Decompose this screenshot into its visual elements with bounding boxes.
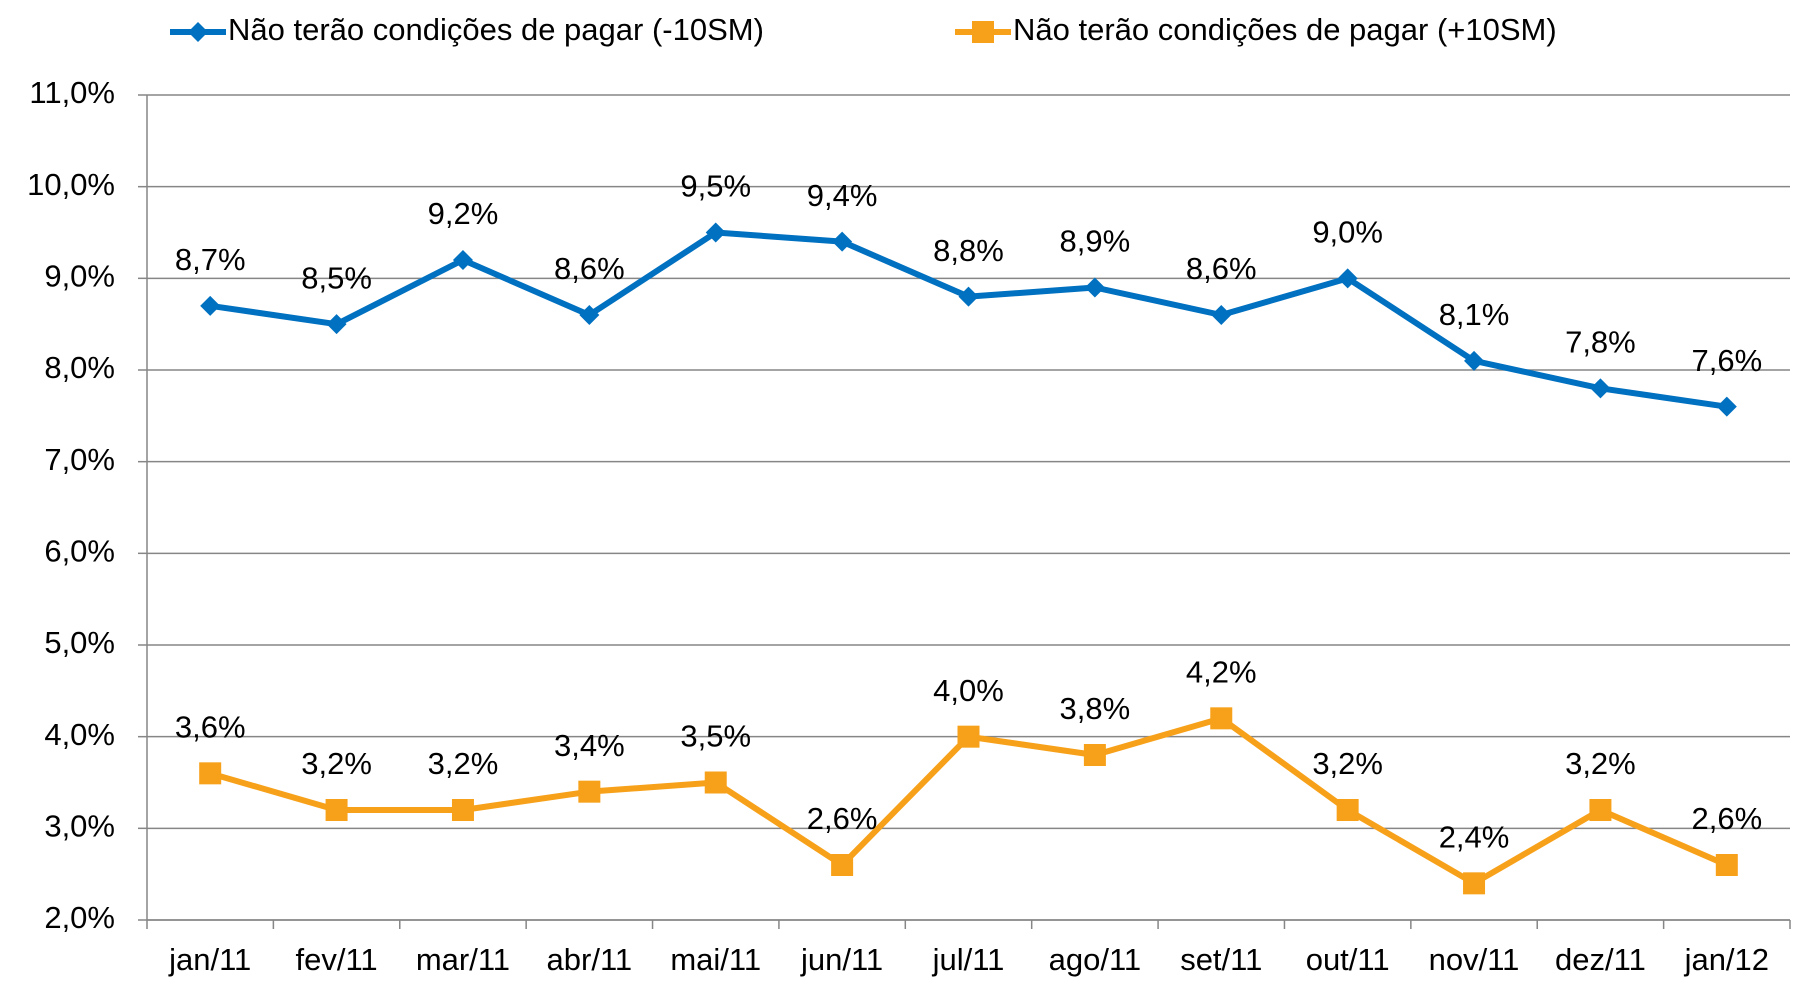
data-point: [1337, 268, 1358, 289]
data-point: [1589, 799, 1612, 821]
x-tick-label: dez/11: [1555, 942, 1646, 977]
data-point: [1590, 378, 1611, 399]
data-label: 2,4%: [1439, 820, 1510, 855]
data-label: 8,9%: [1060, 224, 1131, 259]
y-tick-label: 11,0%: [29, 75, 115, 110]
data-point: [1084, 277, 1105, 298]
x-tick-label: out/11: [1306, 942, 1390, 977]
data-point: [1464, 350, 1485, 371]
data-label: 9,2%: [428, 196, 499, 231]
data-point: [957, 725, 980, 748]
data-point: [832, 231, 853, 252]
y-tick-label: 8,0%: [44, 350, 115, 385]
y-tick-label: 4,0%: [44, 717, 115, 752]
data-label: 3,5%: [680, 719, 751, 754]
data-label: 3,2%: [1312, 746, 1383, 781]
x-tick-label: mai/11: [670, 942, 761, 977]
data-label: 9,5%: [680, 169, 751, 204]
data-point: [1336, 799, 1359, 821]
data-point: [704, 771, 727, 794]
data-label: 4,0%: [933, 673, 1004, 708]
data-point: [1211, 305, 1232, 325]
data-point: [579, 305, 600, 325]
x-tick-label: fev/11: [295, 942, 377, 977]
data-label: 8,6%: [1186, 251, 1257, 286]
legend-marker: [188, 22, 208, 42]
data-label: 3,2%: [428, 746, 499, 781]
data-label: 8,8%: [933, 233, 1004, 268]
legend-label: Não terão condições de pagar (-10SM): [228, 12, 764, 47]
y-tick-label: 7,0%: [44, 442, 115, 477]
x-tick-label: nov/11: [1429, 942, 1520, 977]
y-tick-label: 3,0%: [44, 809, 115, 844]
data-point: [1083, 744, 1106, 766]
y-tick-label: 5,0%: [44, 625, 115, 660]
data-label: 8,7%: [175, 242, 246, 277]
x-tick-label: jun/11: [800, 942, 883, 977]
x-tick-label: mar/11: [416, 942, 510, 977]
data-label: 2,6%: [807, 801, 878, 836]
x-tick-label: jan/12: [1684, 942, 1769, 977]
data-label: 4,2%: [1186, 655, 1257, 690]
data-label: 9,4%: [807, 178, 878, 213]
data-point: [199, 762, 222, 785]
data-label: 9,0%: [1312, 215, 1383, 250]
data-point: [1716, 396, 1737, 417]
data-point: [1210, 707, 1233, 730]
y-tick-label: 9,0%: [44, 259, 115, 294]
x-tick-label: abr/11: [547, 942, 633, 977]
legend-marker: [972, 21, 994, 43]
data-point: [452, 250, 473, 270]
data-label: 7,6%: [1691, 343, 1762, 378]
data-label: 3,2%: [1565, 746, 1636, 781]
data-point: [958, 286, 979, 307]
x-tick-label: jul/11: [932, 942, 1005, 977]
data-label: 3,6%: [175, 710, 246, 745]
y-tick-label: 10,0%: [27, 167, 115, 202]
x-tick-label: set/11: [1180, 942, 1262, 977]
data-point: [326, 314, 347, 335]
data-label: 8,1%: [1439, 297, 1510, 332]
legend-label: Não terão condições de pagar (+10SM): [1013, 12, 1557, 47]
data-point: [705, 222, 726, 243]
y-tick-label: 6,0%: [44, 534, 115, 569]
data-point: [451, 799, 474, 821]
data-label: 2,6%: [1691, 801, 1762, 836]
data-point: [200, 295, 221, 316]
data-label: 3,4%: [554, 728, 625, 763]
data-point: [578, 780, 601, 803]
y-tick-label: 2,0%: [44, 900, 115, 935]
data-label: 7,8%: [1565, 325, 1636, 360]
data-point: [1463, 872, 1486, 895]
x-tick-label: ago/11: [1049, 942, 1142, 977]
x-tick-label: jan/11: [168, 942, 251, 977]
data-label: 8,5%: [301, 260, 372, 295]
data-point: [831, 854, 854, 876]
data-label: 3,2%: [301, 746, 372, 781]
data-label: 8,6%: [554, 251, 625, 286]
data-point: [325, 799, 348, 821]
data-label: 3,8%: [1060, 691, 1131, 726]
data-point: [1715, 854, 1738, 876]
